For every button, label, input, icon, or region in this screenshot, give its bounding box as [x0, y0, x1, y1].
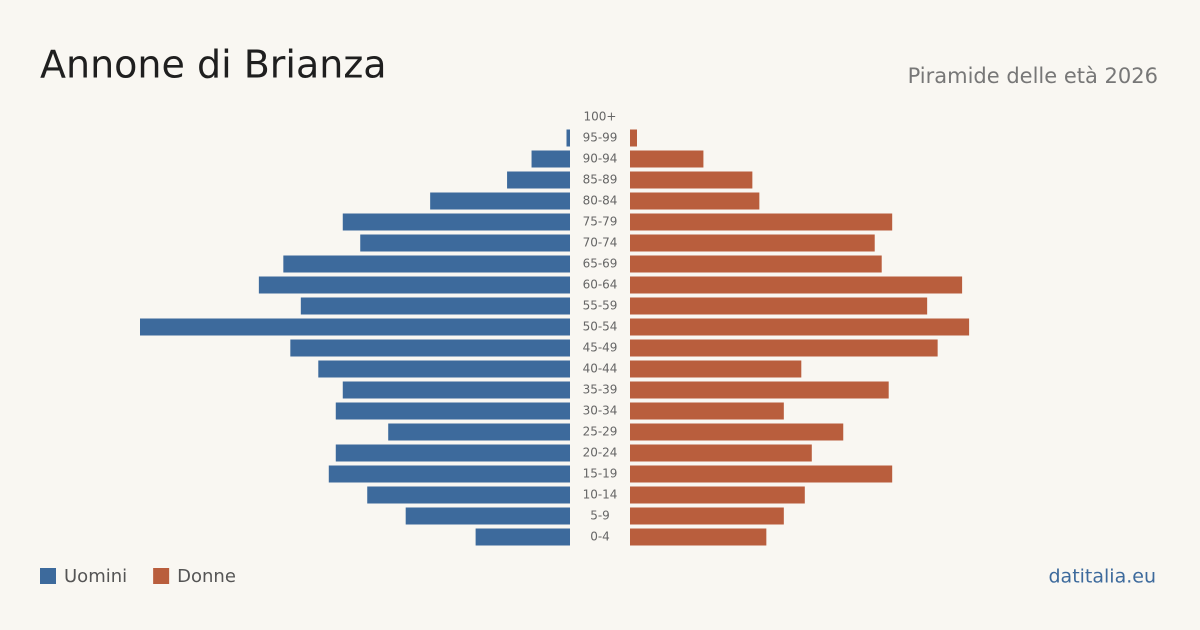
bar — [630, 129, 637, 147]
age-label: 80-84 — [583, 194, 618, 208]
bar — [630, 528, 767, 546]
bar — [630, 150, 704, 168]
bar — [630, 213, 893, 231]
bar — [630, 276, 963, 294]
bar — [630, 171, 753, 189]
legend-swatch — [153, 568, 170, 584]
age-label: 30-34 — [583, 404, 618, 418]
bar — [342, 213, 570, 231]
age-label: 55-59 — [583, 299, 618, 313]
bar — [430, 192, 570, 210]
bar — [630, 318, 970, 336]
age-label: 40-44 — [583, 362, 618, 376]
chart-subtitle: Piramide delle età 2026 — [908, 64, 1158, 88]
bar — [258, 276, 570, 294]
age-label: 5-9 — [590, 509, 610, 523]
age-label: 75-79 — [583, 215, 618, 229]
bar — [630, 423, 844, 441]
bar — [367, 486, 570, 504]
legend-label: Donne — [177, 566, 236, 587]
age-label: 20-24 — [583, 446, 618, 460]
bar — [283, 255, 570, 273]
bar — [531, 150, 570, 168]
legend-swatch — [40, 568, 56, 584]
bar — [630, 402, 784, 420]
age-label: 65-69 — [583, 257, 618, 271]
bar — [630, 255, 882, 273]
age-label: 45-49 — [583, 341, 618, 355]
age-label: 85-89 — [583, 173, 618, 187]
chart-title: Annone di Brianza — [40, 43, 387, 87]
source: datitalia.eu — [1049, 566, 1157, 588]
bar — [342, 381, 570, 399]
age-label: 100+ — [584, 110, 617, 124]
bar — [360, 234, 570, 252]
bar — [630, 234, 875, 252]
age-label: 25-29 — [583, 425, 618, 439]
legend-label: Uomini — [64, 566, 127, 587]
age-label: 15-19 — [583, 467, 618, 481]
bar — [475, 528, 570, 546]
age-label: 70-74 — [583, 236, 618, 250]
bar — [630, 444, 812, 462]
age-label: 90-94 — [583, 152, 618, 166]
bar — [140, 318, 570, 336]
bar — [405, 507, 570, 525]
age-label: 0-4 — [590, 530, 610, 544]
bar — [335, 402, 570, 420]
bar — [630, 360, 802, 378]
bar — [318, 360, 570, 378]
age-label: 95-99 — [583, 131, 618, 145]
bar — [630, 297, 928, 315]
bar — [630, 486, 805, 504]
bar — [300, 297, 570, 315]
bar — [335, 444, 570, 462]
age-label: 50-54 — [583, 320, 618, 334]
age-label: 60-64 — [583, 278, 618, 292]
bar — [630, 465, 893, 483]
bar — [566, 129, 570, 147]
bar — [630, 507, 784, 525]
age-label: 35-39 — [583, 383, 618, 397]
bar — [388, 423, 570, 441]
bar — [507, 171, 570, 189]
bar — [328, 465, 570, 483]
age-label: 10-14 — [583, 488, 618, 502]
bar — [630, 339, 938, 357]
bar — [630, 192, 760, 210]
bar — [630, 381, 889, 399]
bar — [290, 339, 570, 357]
